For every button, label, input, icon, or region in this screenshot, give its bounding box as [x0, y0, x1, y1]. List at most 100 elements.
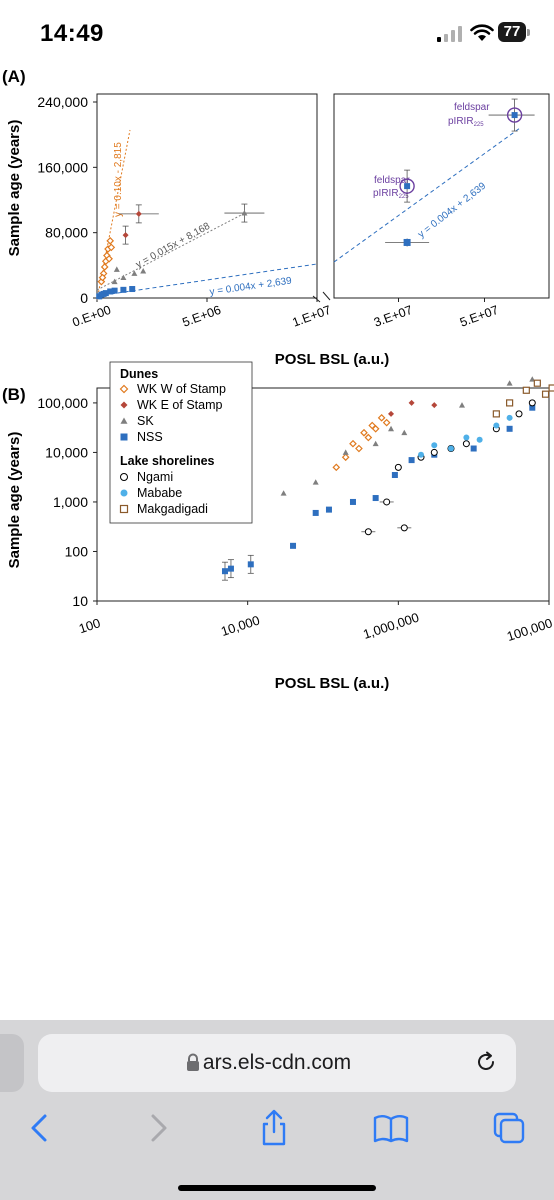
tick-label: 5.E+06: [180, 303, 222, 330]
data-point-feldspar-core: [404, 183, 411, 190]
tick-label: 100,000,000: [505, 607, 554, 644]
tick-label: 1,000: [53, 494, 88, 510]
data-point-wk-w-of-stamp: [349, 439, 357, 448]
data-point-ngami: [364, 528, 372, 536]
data-point-wk-e-of-stamp: [135, 210, 142, 217]
data-point-wk-w-of-stamp: [368, 421, 377, 430]
tick-label: 10,000: [219, 612, 261, 639]
data-point-nss: [372, 495, 379, 502]
data-point-makgadigadi: [506, 399, 514, 407]
panel-a-x-label: POSL BSL (a.u.): [275, 351, 389, 368]
tick-label: 100: [77, 615, 102, 636]
data-point-wk-w-of-stamp: [105, 254, 113, 263]
data-point-nss: [403, 238, 411, 246]
forward-icon[interactable]: [138, 1108, 178, 1148]
previous-tab-preview[interactable]: [0, 1034, 24, 1092]
legend-group-lakes: Lake shorelines: [120, 454, 215, 468]
panel-b-y-ticks: 10 100 1,000 10,000 100,000: [37, 395, 97, 609]
data-point-feldspar-core: [511, 112, 518, 119]
status-bar: 14:49 77: [0, 0, 554, 64]
battery-level: 77: [503, 23, 521, 40]
tick-label: 80,000: [45, 225, 88, 241]
data-point-sk: [113, 266, 120, 272]
data-point-nss: [107, 288, 114, 295]
data-point-wk-w-of-stamp: [100, 263, 109, 271]
data-point-feldspar: [399, 178, 415, 194]
feldspar-sublabel-upper: pIRIR225: [448, 116, 484, 128]
data-point-wk-w-of-stamp: [106, 236, 115, 245]
tick-label: 240,000: [37, 94, 88, 110]
tick-label: 5.E+07: [458, 303, 500, 330]
panel-b-frame: [96, 387, 550, 602]
data-point-mababe: [506, 414, 513, 421]
data-point-nss: [312, 509, 319, 516]
back-icon[interactable]: [20, 1108, 60, 1148]
data-point-sk: [401, 429, 408, 436]
data-point-wk-w-of-stamp: [98, 273, 107, 282]
panel-a-right-x-ticks: 3.E+07 5.E+07: [372, 298, 500, 330]
clock: 14:49: [40, 20, 104, 47]
data-point-nss: [290, 542, 297, 549]
data-point-mababe: [418, 451, 425, 458]
legend-group-dunes: Dunes: [120, 367, 158, 381]
data-point-makgadigadi: [548, 384, 554, 392]
data-point-wk-w-of-stamp: [332, 463, 341, 472]
bookmarks-icon[interactable]: [371, 1108, 411, 1148]
legend-marker-wk-e-of-stamp: [120, 401, 128, 409]
panel-b-data-points: [221, 376, 554, 581]
data-point-makgadigadi: [492, 410, 500, 418]
data-point-makgadigadi: [533, 379, 541, 387]
data-point-ngami: [462, 440, 470, 448]
data-point-ngami: [400, 524, 408, 532]
data-point-mababe: [447, 445, 454, 452]
reload-icon[interactable]: [474, 1050, 498, 1074]
legend-marker-nss: [120, 433, 128, 441]
data-point-wk-e-of-stamp: [408, 399, 415, 406]
data-point-nss: [349, 498, 356, 505]
legend-marker-wk-w-of-stamp: [119, 384, 129, 394]
data-point-mababe: [431, 442, 438, 449]
data-point-nss: [100, 290, 107, 297]
equation-orange: y = 0.10x - 2,815: [113, 142, 124, 217]
wifi-icon: [470, 24, 494, 41]
tick-label: 0.E+00: [70, 303, 112, 330]
home-indicator: [178, 1185, 376, 1191]
feldspar-sublabel-lower: pIRIR225: [373, 188, 409, 200]
equation-gray: y = 0.015x + 8,168: [134, 221, 212, 271]
data-point-sk: [280, 490, 287, 496]
data-point-makgadigadi: [522, 386, 530, 394]
data-point-nss: [111, 287, 118, 294]
panel-a-y-label: Sample age (years): [6, 120, 23, 257]
panel-b-y-label: Sample age (years): [6, 432, 23, 569]
tick-label: 3.E+07: [372, 303, 414, 330]
data-point-wk-e-of-stamp: [431, 402, 438, 409]
data-point-wk-e-of-stamp: [122, 232, 129, 239]
share-icon[interactable]: [254, 1108, 294, 1148]
data-point-feldspar: [506, 107, 523, 123]
data-point-wk-e-of-stamp: [388, 410, 395, 417]
equation-blue-right: y = 0.004x + 2,639: [416, 180, 488, 240]
tick-label: 0: [80, 290, 88, 306]
tick-label: 10,000: [45, 444, 88, 460]
figure-image: (A) (B) Sample age (years) Sample age (y…: [0, 60, 554, 700]
data-point-nss: [506, 425, 513, 432]
tick-label: 1,000,000: [361, 610, 421, 642]
data-point-wk-w-of-stamp: [107, 243, 116, 252]
data-point-makgadigadi: [541, 390, 550, 398]
url-text: ars.els-cdn.com: [202, 1051, 352, 1074]
data-point-ngami: [394, 463, 402, 471]
equation-blue-left: y = 0.004x + 2,639: [209, 275, 293, 297]
axis-break-mark: [312, 291, 331, 303]
data-point-wk-w-of-stamp: [341, 453, 350, 462]
legend-item-label: Ngami: [137, 470, 173, 484]
data-point-nss: [247, 561, 254, 568]
data-point-sk: [312, 479, 319, 485]
address-bar[interactable]: ars.els-cdn.com: [38, 1034, 516, 1092]
lock-icon: [187, 1053, 199, 1071]
figure-svg: (A) (B) Sample age (years) Sample age (y…: [2, 67, 554, 692]
data-point-mababe: [463, 434, 470, 441]
data-point-nss: [529, 404, 536, 411]
tabs-icon[interactable]: [489, 1108, 529, 1148]
data-point-wk-w-of-stamp: [364, 433, 373, 442]
data-point-sk: [241, 210, 248, 216]
